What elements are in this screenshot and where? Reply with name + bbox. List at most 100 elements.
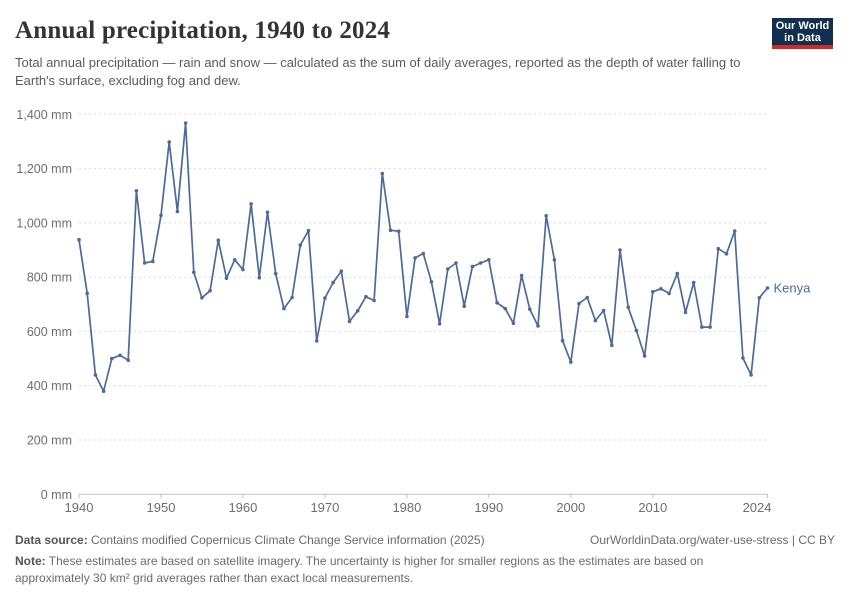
data-point[interactable] [626, 305, 630, 310]
data-point[interactable] [314, 339, 319, 343]
data-point[interactable] [741, 356, 745, 360]
data-point[interactable] [118, 353, 122, 358]
data-point[interactable] [85, 291, 89, 296]
data-point[interactable] [290, 295, 294, 300]
data-point[interactable] [93, 373, 98, 377]
data-point[interactable] [618, 248, 622, 252]
series-line-kenya[interactable] [78, 122, 769, 393]
data-point[interactable] [437, 322, 442, 326]
data-point[interactable] [765, 286, 770, 290]
series-end-label: Kenya [774, 281, 812, 296]
data-point[interactable] [306, 228, 311, 233]
data-point[interactable] [544, 214, 548, 218]
y-axis-tick-label: 1,000 mm [16, 216, 72, 230]
data-point[interactable] [265, 210, 270, 215]
data-point[interactable] [511, 321, 516, 326]
x-axis-tick-label: 1940 [65, 500, 94, 515]
data-point[interactable] [249, 202, 253, 206]
data-point[interactable] [232, 258, 237, 262]
data-point[interactable] [355, 309, 360, 313]
data-point[interactable] [429, 280, 434, 284]
data-point[interactable] [347, 319, 352, 324]
data-point[interactable] [216, 238, 221, 242]
owid-url-link[interactable]: OurWorldinData.org/water-use-stress | CC… [590, 533, 835, 547]
data-point[interactable] [183, 121, 188, 125]
data-point[interactable] [724, 252, 729, 256]
data-point[interactable] [167, 140, 171, 144]
data-point[interactable] [503, 306, 508, 311]
data-point[interactable] [421, 251, 426, 256]
owid-logo-line1: Our World [775, 19, 830, 32]
x-axis-tick-label: 2024 [743, 500, 772, 515]
data-point[interactable] [380, 171, 385, 176]
data-point[interactable] [462, 304, 467, 308]
data-point[interactable] [257, 275, 262, 280]
y-axis-tick-label: 1,400 mm [16, 108, 72, 122]
data-point[interactable] [683, 310, 688, 315]
data-point[interactable] [487, 258, 491, 262]
data-point[interactable] [323, 296, 327, 300]
data-point[interactable] [552, 258, 557, 262]
data-point[interactable] [569, 360, 573, 364]
data-point[interactable] [331, 280, 335, 285]
data-point[interactable] [585, 295, 589, 300]
data-point[interactable] [495, 300, 499, 305]
data-point[interactable] [282, 306, 286, 311]
data-point[interactable] [77, 237, 81, 242]
x-axis-tick-label: 2000 [556, 500, 585, 515]
data-point[interactable] [372, 298, 376, 303]
data-point[interactable] [413, 256, 417, 260]
line-chart-canvas[interactable]: 0 mm 200 mm 400 mm 600 mm 800 mm 1,000 mm 1,20… [0, 100, 850, 520]
data-point[interactable] [110, 356, 114, 361]
data-point[interactable] [659, 287, 663, 291]
data-point[interactable] [667, 291, 671, 296]
data-point[interactable] [651, 290, 655, 294]
data-point[interactable] [478, 261, 483, 265]
x-axis-tick-label: 1960 [228, 500, 257, 515]
data-point[interactable] [224, 276, 229, 280]
data-point[interactable] [175, 209, 180, 214]
data-point[interactable] [642, 354, 647, 358]
data-point[interactable] [126, 358, 130, 363]
data-point[interactable] [208, 288, 212, 293]
data-point[interactable] [101, 389, 106, 394]
data-point[interactable] [364, 294, 368, 299]
data-point[interactable] [593, 318, 598, 323]
data-point[interactable] [601, 308, 606, 313]
data-point[interactable] [634, 328, 639, 333]
data-point[interactable] [192, 270, 196, 275]
data-point[interactable] [446, 267, 450, 271]
data-point[interactable] [339, 269, 344, 273]
data-point[interactable] [610, 343, 614, 348]
data-point[interactable] [151, 259, 155, 264]
data-point[interactable] [405, 314, 409, 319]
data-point[interactable] [159, 213, 163, 218]
data-point[interactable] [388, 228, 393, 232]
data-point[interactable] [716, 246, 721, 251]
y-axis-tick-label: 600 mm [27, 325, 72, 339]
data-point[interactable] [560, 338, 565, 343]
data-point[interactable] [577, 301, 581, 306]
data-point[interactable] [470, 264, 475, 269]
data-point[interactable] [298, 243, 303, 247]
data-point[interactable] [273, 271, 278, 276]
data-point[interactable] [454, 261, 458, 265]
data-point[interactable] [708, 325, 712, 329]
data-point[interactable] [134, 189, 139, 193]
data-point[interactable] [519, 273, 524, 278]
data-point[interactable] [700, 325, 704, 329]
data-point[interactable] [675, 271, 680, 276]
data-point[interactable] [142, 261, 147, 265]
data-point[interactable] [757, 296, 762, 300]
data-point[interactable] [200, 296, 204, 300]
data-point[interactable] [536, 324, 540, 328]
data-point[interactable] [528, 307, 532, 311]
data-point[interactable] [691, 280, 696, 285]
owid-logo[interactable]: Our World in Data [772, 18, 833, 49]
data-point[interactable] [396, 229, 401, 234]
data-point[interactable] [732, 229, 737, 233]
data-point[interactable] [749, 373, 753, 377]
data-source-label: Data source: [15, 533, 88, 547]
data-point[interactable] [241, 267, 245, 272]
